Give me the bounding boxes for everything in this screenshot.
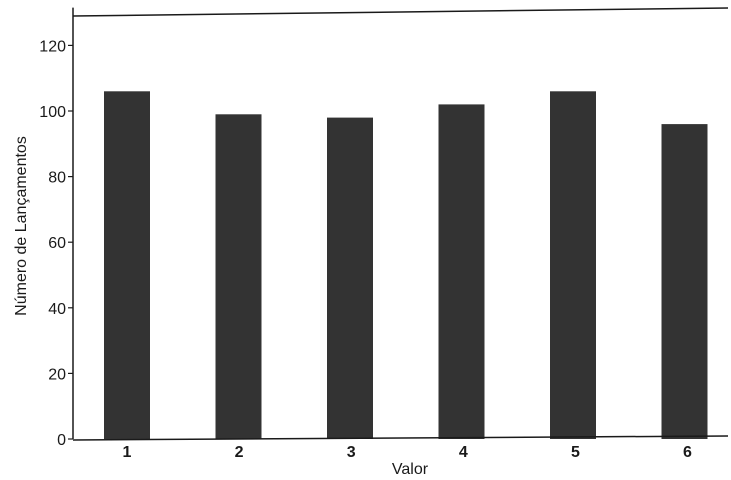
x-tick-label: 4: [459, 444, 468, 461]
bar-2: [215, 114, 262, 440]
bar-4: [438, 104, 485, 440]
y-tick-label: 80: [48, 170, 66, 187]
y-axis-ticks: 0 20 40 60 80 100 120: [39, 38, 73, 449]
x-axis-title: Valor: [392, 461, 429, 478]
x-tick-label: 3: [347, 444, 356, 461]
x-tick-label: 1: [123, 444, 132, 461]
y-tick-label: 40: [48, 301, 66, 318]
axes-layer: [72, 7, 729, 441]
x-tick-label: 5: [571, 444, 580, 461]
x-tick-label: 6: [683, 444, 692, 461]
x-axis-ticks: 1 2 3 4 5 6: [123, 444, 693, 461]
y-axis-title: Número de Lançamentos: [13, 136, 30, 316]
y-tick-label: 120: [39, 38, 66, 55]
bar-3: [327, 117, 373, 439]
bar-5: [550, 91, 596, 440]
x-tick-label: 2: [235, 444, 244, 461]
y-tick-label: 20: [48, 366, 66, 383]
y-tick-label: 0: [57, 432, 66, 449]
bar-1: [104, 91, 150, 440]
bar-6: [661, 124, 708, 439]
plot-frame-top: [72, 7, 729, 17]
y-tick-label: 100: [39, 104, 66, 121]
bars-layer: [104, 91, 708, 440]
x-axis-line: [72, 435, 729, 441]
y-tick-label: 60: [48, 235, 66, 252]
